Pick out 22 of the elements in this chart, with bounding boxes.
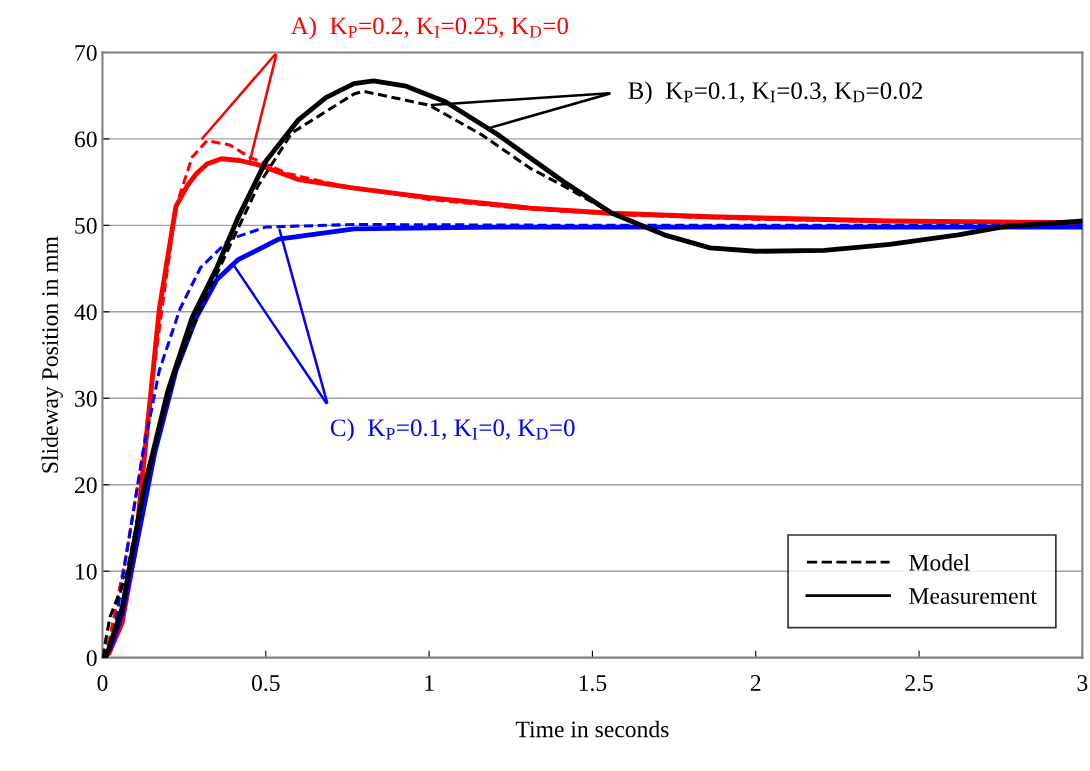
- x-tick-label: 0.5: [251, 675, 280, 692]
- x-tick-label: 3: [1077, 675, 1088, 691]
- legend-label: Measurement: [909, 588, 1037, 605]
- y-tick-label: 60: [75, 131, 97, 148]
- x-tick-label: 2: [750, 675, 761, 691]
- x-tick-label: 1.5: [579, 675, 607, 692]
- annotation: A) K$_{P}$=0.2, K$_{I}$=0.25, K$_{D}$=0: [290, 16, 569, 40]
- y-tick-label: 10: [76, 563, 97, 580]
- y-tick-label: 0: [86, 650, 97, 667]
- annotation: B) K$_{P}$=0.1, K$_{I}$=0.3, K$_{D}$=0.02: [628, 81, 923, 105]
- y-tick-label: 40: [74, 304, 97, 321]
- y-tick-label: 30: [75, 390, 97, 407]
- y-tick-label: 20: [75, 477, 97, 494]
- legend-label: Model: [909, 554, 970, 571]
- y-tick-label: 70: [75, 44, 97, 61]
- x-tick-label: 2.5: [905, 675, 933, 692]
- x-tick-label: 1: [425, 675, 434, 691]
- y-tick-label: 50: [75, 217, 97, 234]
- x-axis-title: Time in seconds: [515, 720, 669, 738]
- y-axis-title: Slideway Position in mm: [41, 236, 63, 473]
- annotation: C) K$_{P}$=0.1, K$_{I}$=0, K$_{D}$=0: [330, 418, 575, 442]
- x-tick-label: 0: [97, 675, 108, 691]
